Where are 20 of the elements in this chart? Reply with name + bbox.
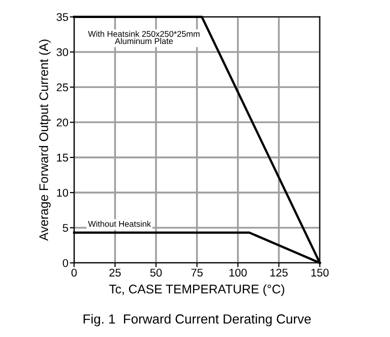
text: Fig. 1 Forward Current Derating Curve <box>84 314 311 326</box>
y-tick-label: 15 <box>57 154 68 162</box>
x-tick-label: 75 <box>191 268 203 277</box>
x-tick-label: 50 <box>150 268 162 277</box>
series-label: Without Heatsink <box>88 220 151 227</box>
y-tick-label: 0 <box>62 259 68 267</box>
y-tick-label: 25 <box>56 83 68 92</box>
series-label: With Heatsink 250x250*25mm Aluminum Plate <box>88 30 200 44</box>
y-tick-label: 5 <box>62 224 68 232</box>
x-axis-title: Tc, CASE TEMPERATURE (°C) <box>109 284 284 296</box>
x-tick-label: 125 <box>270 268 288 277</box>
x-tick-label: 0 <box>71 268 77 277</box>
x-tick-label: 150 <box>311 268 329 277</box>
y-tick-label: 30 <box>56 48 68 56</box>
x-tick-label: 25 <box>109 268 121 277</box>
y-tick-label: 35 <box>56 13 68 21</box>
x-tick-label: 100 <box>229 268 247 277</box>
y-tick-label: 10 <box>57 188 68 197</box>
y-axis-title: Average Forward Output Current (A) <box>38 40 51 241</box>
y-tick-label: 20 <box>56 118 68 126</box>
